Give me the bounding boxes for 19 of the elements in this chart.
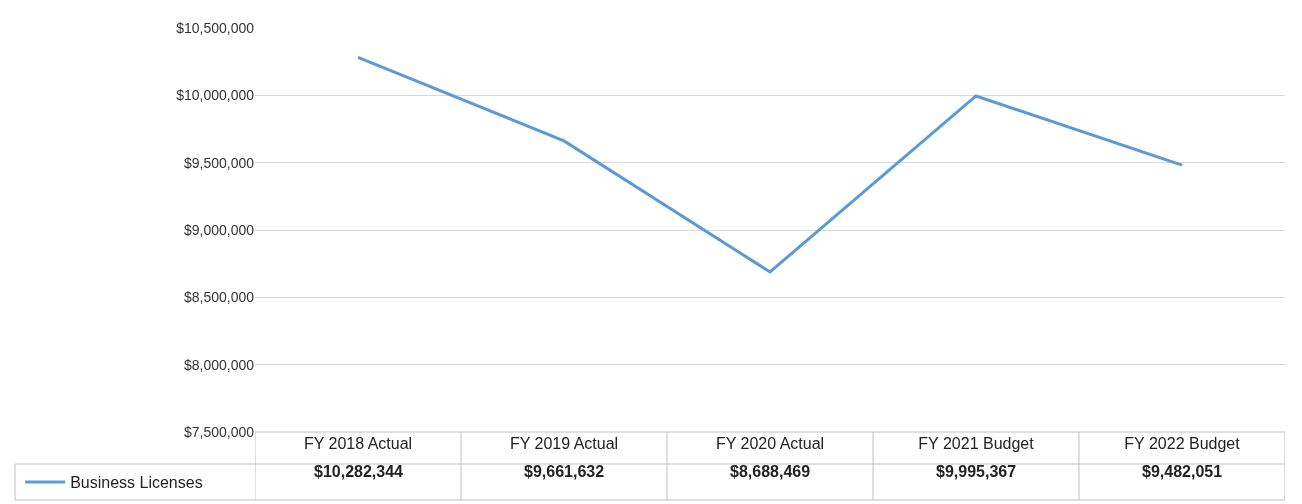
y-tick-label: $8,500,000 <box>183 289 255 306</box>
y-tick-label: $8,000,000 <box>183 356 255 373</box>
data-label: $9,661,632 <box>524 463 605 480</box>
line-series <box>356 55 1184 274</box>
x-tick-label: FY 2022 Budget <box>1124 435 1241 452</box>
y-tick-label: $9,000,000 <box>183 221 255 238</box>
y-tick-label: $10,000,000 <box>176 87 255 104</box>
y-tick-label: $7,500,000 <box>183 423 255 440</box>
y-tick-label: $10,500,000 <box>176 19 255 36</box>
x-tick-label: FY 2018 Actual <box>303 435 413 452</box>
x-tick-label: FY 2019 Actual <box>509 435 619 452</box>
x-tick-label: FY 2020 Actual <box>715 435 825 452</box>
data-label: $8,688,469 <box>730 463 811 480</box>
x-tick-label: FY 2021 Budget <box>918 435 1035 452</box>
data-label: $9,995,367 <box>936 463 1017 480</box>
data-label: $9,482,051 <box>1142 463 1223 480</box>
y-tick-label: $9,500,000 <box>183 154 255 171</box>
legend-label: Business Licenses <box>70 474 203 492</box>
data-label: $10,282,344 <box>314 463 404 480</box>
